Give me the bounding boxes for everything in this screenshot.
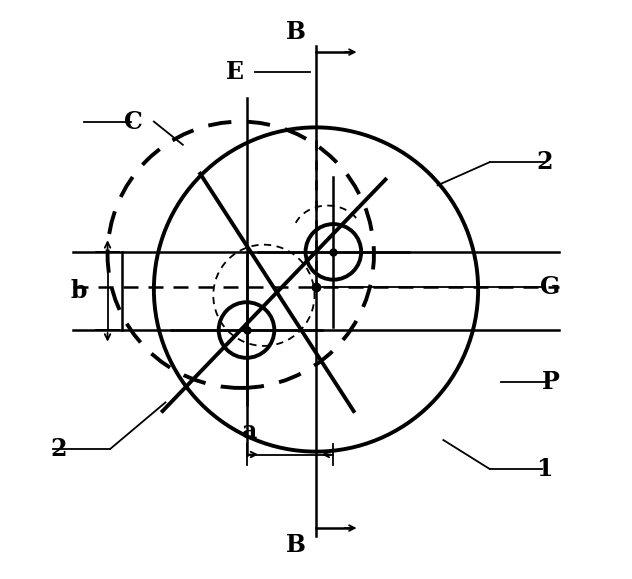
Text: 1: 1 — [537, 457, 553, 481]
Text: B: B — [286, 20, 306, 44]
Text: G: G — [540, 274, 561, 299]
Text: 2: 2 — [50, 437, 66, 461]
Text: P: P — [542, 370, 559, 394]
Text: 2: 2 — [537, 150, 553, 174]
Text: a: a — [242, 419, 257, 444]
Text: b: b — [70, 279, 87, 303]
Text: E: E — [226, 60, 244, 85]
Text: C: C — [125, 109, 143, 134]
Text: B: B — [286, 533, 306, 558]
